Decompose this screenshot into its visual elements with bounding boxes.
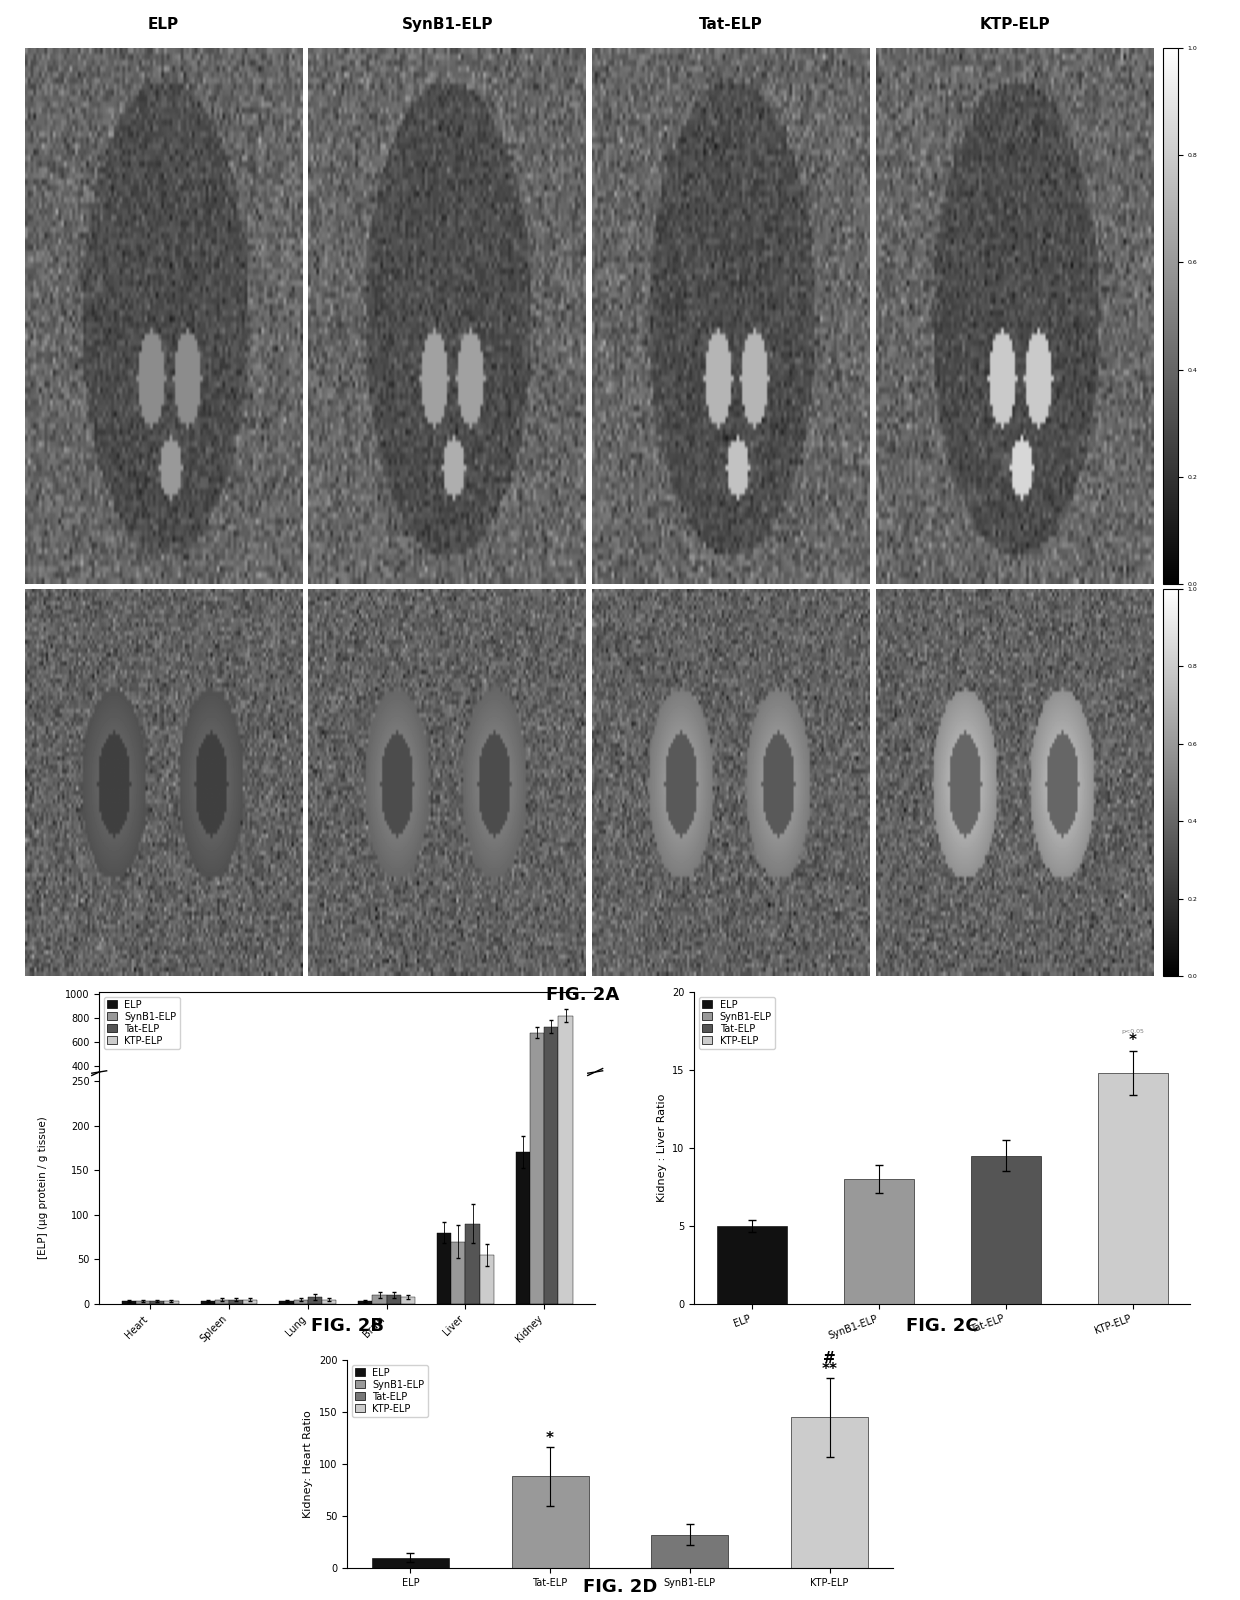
Text: *: *	[1128, 1034, 1137, 1048]
Text: FIG. 2A: FIG. 2A	[546, 986, 620, 1005]
Text: **: **	[822, 1362, 837, 1376]
Bar	[401, 1298, 415, 1304]
Bar	[436, 1232, 451, 1304]
Bar	[322, 1299, 336, 1304]
Legend: ELP, SynB1-ELP, Tat-ELP, KTP-ELP: ELP, SynB1-ELP, Tat-ELP, KTP-ELP	[352, 1365, 428, 1416]
Bar	[436, 1104, 451, 1114]
Text: Tat-ELP: Tat-ELP	[699, 18, 763, 32]
Text: [ELP] (μg protein / g tissue): [ELP] (μg protein / g tissue)	[38, 1115, 48, 1259]
Text: *: *	[546, 1430, 554, 1446]
Bar	[1097, 1074, 1168, 1304]
Bar	[387, 1294, 401, 1304]
Text: #: #	[823, 1350, 836, 1366]
Bar	[544, 1027, 558, 1114]
Bar	[791, 1418, 868, 1568]
Bar	[544, 653, 558, 1304]
Bar	[451, 1242, 465, 1304]
Bar	[215, 1299, 229, 1304]
Bar	[279, 1301, 294, 1304]
Bar	[558, 573, 573, 1304]
Legend: ELP, SynB1-ELP, Tat-ELP, KTP-ELP: ELP, SynB1-ELP, Tat-ELP, KTP-ELP	[104, 997, 180, 1048]
Bar	[372, 1294, 387, 1304]
Y-axis label: Kidney: Heart Ratio: Kidney: Heart Ratio	[304, 1410, 314, 1518]
Bar	[122, 1301, 136, 1304]
Bar	[229, 1299, 243, 1304]
Bar	[294, 1299, 308, 1304]
Bar	[558, 1016, 573, 1114]
Bar	[150, 1301, 165, 1304]
Bar	[971, 1155, 1040, 1304]
Text: ELP: ELP	[148, 18, 179, 32]
Text: KTP-ELP: KTP-ELP	[980, 18, 1050, 32]
Bar	[243, 1299, 258, 1304]
Bar	[512, 1477, 589, 1568]
Bar	[465, 1102, 480, 1114]
Bar	[308, 1298, 322, 1304]
Bar	[516, 1152, 529, 1304]
Bar	[516, 1093, 529, 1114]
Bar	[165, 1301, 179, 1304]
Bar	[358, 1301, 372, 1304]
Text: p<0.05: p<0.05	[1121, 1029, 1145, 1034]
Bar	[529, 698, 544, 1304]
Bar	[480, 1107, 494, 1114]
Bar	[451, 1106, 465, 1114]
Text: FIG. 2D: FIG. 2D	[583, 1578, 657, 1597]
Y-axis label: Kidney : Liver Ratio: Kidney : Liver Ratio	[657, 1094, 667, 1202]
Bar	[372, 1558, 449, 1568]
Bar	[465, 1224, 480, 1304]
Bar	[717, 1226, 787, 1304]
Bar	[201, 1301, 215, 1304]
Text: FIG. 2C: FIG. 2C	[906, 1317, 978, 1334]
Bar	[651, 1534, 728, 1568]
Text: SynB1-ELP: SynB1-ELP	[402, 18, 494, 32]
Legend: ELP, SynB1-ELP, Tat-ELP, KTP-ELP: ELP, SynB1-ELP, Tat-ELP, KTP-ELP	[699, 997, 775, 1048]
Bar	[844, 1179, 914, 1304]
Bar	[136, 1301, 150, 1304]
Bar	[529, 1032, 544, 1114]
Bar	[480, 1254, 494, 1304]
Text: FIG. 2B: FIG. 2B	[311, 1317, 383, 1334]
